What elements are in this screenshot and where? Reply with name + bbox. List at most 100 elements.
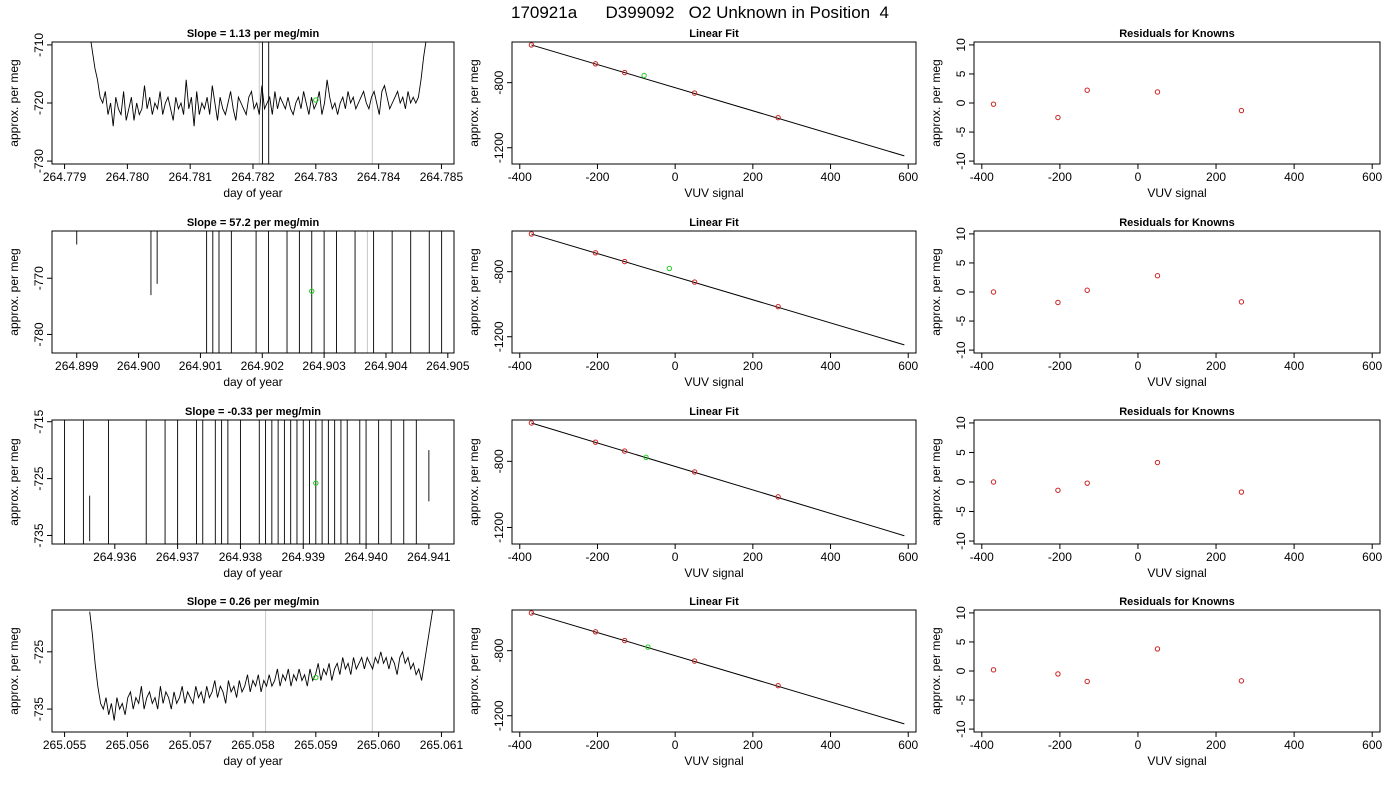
x-axis-label: day of year [223, 375, 282, 389]
x-tick-label: 264.937 [156, 550, 200, 564]
y-tick-label: -725 [32, 639, 46, 663]
plot-area [76, 231, 454, 353]
x-tick-label: 0 [1135, 738, 1142, 752]
y-tick-label: -730 [32, 149, 46, 173]
x-tick-label: 264.781 [168, 170, 212, 184]
known-point [592, 629, 599, 635]
x-tick-label: 600 [898, 550, 918, 564]
x-tick-label: -400 [970, 738, 994, 752]
y-axis-label: approx. per meg [929, 59, 943, 146]
x-tick-label: 400 [1284, 170, 1304, 184]
x-tick-label: 264.902 [241, 359, 285, 373]
x-tick-label: 264.899 [55, 359, 99, 373]
y-tick-label: 0 [954, 667, 968, 674]
x-tick-label: -200 [585, 738, 609, 752]
known-point [592, 61, 599, 67]
y-tick-label: -1200 [492, 321, 506, 352]
y-tick-label: -715 [32, 409, 46, 433]
panel-title: Linear Fit [689, 28, 739, 40]
y-tick-label: -735 [32, 523, 46, 547]
fit-line [531, 44, 905, 157]
x-axis-label: VUV signal [1147, 566, 1206, 580]
y-tick-label: 10 [954, 38, 968, 52]
unknown-point [641, 72, 647, 79]
x-tick-label: 265.057 [168, 738, 212, 752]
known-point [775, 494, 781, 500]
plot-area [990, 273, 1245, 306]
panel-r2-c1: 264.899 264.900 264.901 264.902 264.903 264.9… [7, 217, 470, 389]
x-tick-label: 265.056 [106, 738, 150, 752]
known-point [621, 637, 628, 644]
known-point [1154, 273, 1161, 279]
x-tick-label: 264.939 [282, 550, 326, 564]
known-point [1238, 678, 1245, 684]
y-tick-label: -780 [32, 322, 46, 346]
panel-title: Residuals for Knowns [1119, 596, 1235, 608]
x-tick-label: -200 [585, 359, 609, 373]
x-tick-label: -200 [1048, 738, 1072, 752]
panel-title: Slope = -0.33 per meg/min [185, 406, 321, 418]
x-tick-label: 264.903 [302, 359, 346, 373]
x-tick-label: 400 [1284, 359, 1304, 373]
x-tick-label: 0 [672, 550, 679, 564]
known-point [990, 289, 997, 295]
x-tick-label: 264.904 [364, 359, 408, 373]
fit-line [531, 233, 905, 346]
known-point [528, 610, 535, 616]
x-tick-label: 600 [1362, 550, 1382, 564]
known-point [1238, 299, 1245, 305]
x-tick-label: 600 [1362, 738, 1382, 752]
plot-area [64, 420, 430, 544]
known-point [621, 448, 628, 454]
x-tick-label: 400 [821, 738, 841, 752]
x-tick-label: 265.058 [231, 738, 275, 752]
y-axis-label: approx. per meg [7, 59, 21, 146]
x-tick-label: 264.941 [407, 550, 451, 564]
x-tick-label: 264.784 [357, 170, 401, 184]
x-tick-label: 264.936 [93, 550, 137, 564]
x-tick-label: 600 [1362, 359, 1382, 373]
panel-r1-c1: 264.779 264.780 264.781 264.782 264.783 264.7… [7, 28, 463, 200]
y-tick-label: -720 [32, 91, 46, 115]
x-tick-label: 200 [1206, 359, 1226, 373]
y-tick-label: 10 [954, 416, 968, 430]
y-tick-label: -5 [954, 315, 968, 326]
known-point [528, 42, 535, 48]
y-tick-label: -800 [492, 638, 506, 662]
known-point [775, 303, 781, 310]
known-point [1055, 671, 1061, 677]
y-tick-label: 10 [954, 606, 968, 620]
plot-area [90, 42, 427, 164]
x-tick-label: 200 [743, 359, 763, 373]
x-tick-label: 265.059 [294, 738, 338, 752]
known-point [775, 682, 781, 689]
known-point [621, 258, 628, 265]
y-tick-label: -10 [954, 720, 968, 738]
unknown-point [313, 480, 319, 486]
plot-frame [511, 41, 917, 165]
y-tick-label: -710 [32, 33, 46, 57]
y-axis-label: approx. per meg [467, 438, 481, 525]
y-axis-label: approx. per meg [929, 438, 943, 525]
y-tick-label: 5 [954, 449, 968, 456]
x-tick-label: -400 [970, 170, 994, 184]
x-tick-label: 600 [898, 738, 918, 752]
known-point [691, 469, 698, 475]
y-tick-label: 0 [954, 478, 968, 485]
plot-frame [511, 419, 917, 545]
y-axis-label: approx. per meg [7, 248, 21, 335]
panel-title: Slope = 0.26 per meg/min [187, 596, 320, 608]
x-tick-label: 264.783 [294, 170, 338, 184]
x-tick-label: -400 [508, 170, 532, 184]
panel-title: Residuals for Knowns [1119, 406, 1235, 418]
x-tick-label: -400 [970, 550, 994, 564]
x-tick-label: 264.901 [179, 359, 223, 373]
y-axis-label: approx. per meg [467, 627, 481, 714]
known-point [1154, 646, 1161, 652]
y-tick-label: -5 [954, 126, 968, 137]
y-tick-label: 5 [954, 638, 968, 645]
y-axis-label: approx. per meg [467, 248, 481, 335]
known-point [528, 420, 535, 426]
plot-frame [51, 609, 455, 733]
